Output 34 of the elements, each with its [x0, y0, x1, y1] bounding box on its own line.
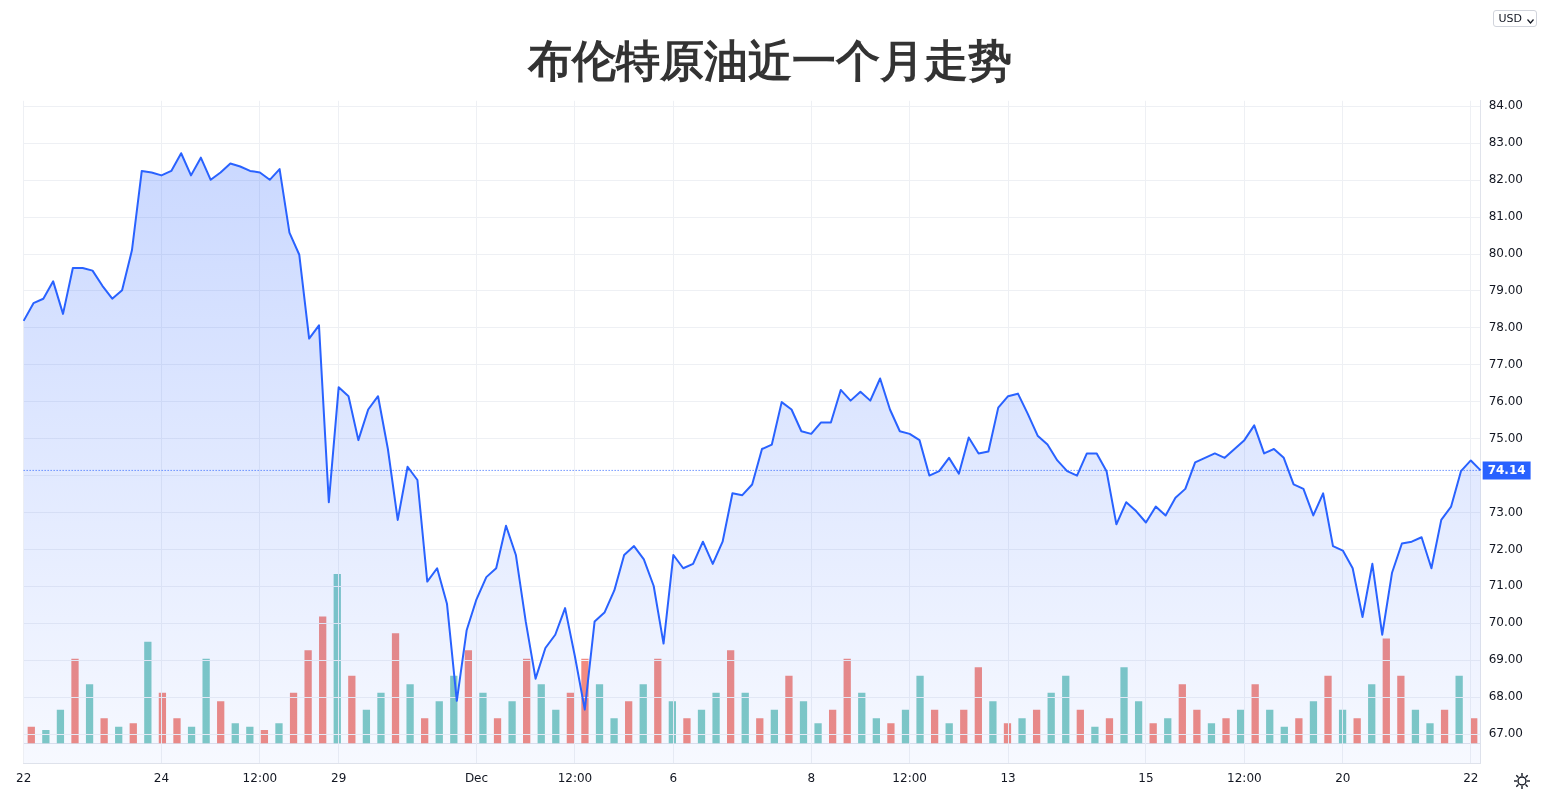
y-tick-label: 84.00: [1488, 98, 1524, 113]
x-tick-label: 15: [1138, 770, 1154, 785]
text: USD: [1493, 10, 1537, 27]
x-tick-label: Dec: [464, 770, 489, 785]
x-tick-label: 29: [331, 770, 347, 785]
y-tick-label: 76.00: [1488, 393, 1524, 408]
y-tick-label: 83.00: [1488, 135, 1524, 150]
x-tick-label: 12:00: [1227, 770, 1262, 785]
y-tick-label: 82.00: [1488, 172, 1524, 187]
y-tick-label: 80.00: [1488, 246, 1524, 261]
y-tick-label: 73.00: [1488, 504, 1524, 519]
x-tick-label: 22: [1463, 770, 1479, 785]
x-tick-label: 12:00: [242, 770, 278, 785]
x-tick-label: 20: [1335, 770, 1351, 785]
y-tick-label: 70.00: [1488, 615, 1524, 630]
x-tick-label: 13: [1000, 770, 1016, 785]
y-tick-label: 68.00: [1488, 689, 1524, 704]
chart-title: 布伦特原油近一个月走势: [526, 34, 1012, 86]
x-tick-label: 12:00: [892, 770, 927, 785]
x-tick-label: 24: [153, 770, 170, 785]
y-tick-label: 69.00: [1488, 652, 1524, 667]
y-tick-label: 72.00: [1488, 541, 1524, 556]
x-tick-label: 6: [669, 770, 678, 785]
x-tick-label: 8: [807, 770, 816, 785]
ref-line-label: 74.14: [1487, 462, 1526, 477]
x-tick-label: 12:00: [557, 770, 593, 785]
y-tick-label: 71.00: [1488, 578, 1524, 593]
y-tick-label: 78.00: [1488, 320, 1524, 335]
x-tick-label: 22: [15, 770, 32, 785]
y-tick-label: 75.00: [1488, 430, 1524, 445]
y-tick-label: 79.00: [1488, 283, 1524, 298]
y-tick-label: 77.00: [1488, 356, 1524, 371]
y-tick-label: 67.00: [1488, 726, 1524, 741]
y-tick-label: 81.00: [1488, 209, 1524, 224]
